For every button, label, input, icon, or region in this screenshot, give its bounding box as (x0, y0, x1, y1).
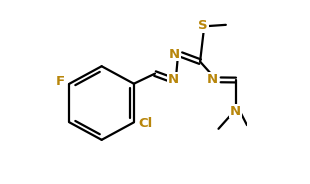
Text: N: N (230, 105, 241, 118)
Text: S: S (198, 19, 208, 32)
Text: N: N (207, 73, 218, 86)
Text: Cl: Cl (139, 117, 153, 130)
Text: F: F (55, 75, 64, 88)
Text: N: N (167, 73, 179, 86)
Text: N: N (169, 48, 180, 61)
